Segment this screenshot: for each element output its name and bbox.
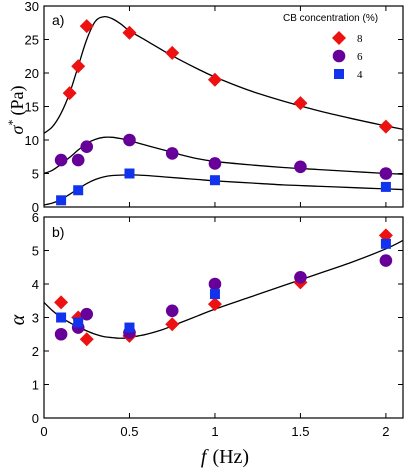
- panel-b-point-circle-6: [80, 307, 94, 321]
- panel-a-ytick-label: 25: [25, 33, 39, 48]
- panel-a-point-diamond-8: [207, 72, 222, 87]
- panel-b-points: [54, 228, 393, 347]
- panel-b-point-circle-6: [54, 327, 68, 341]
- panel-b-ytick-label: 0: [32, 411, 39, 426]
- panel-a-ytick-label: 15: [25, 100, 39, 115]
- x-axis-label: f (Hz): [201, 446, 249, 468]
- panel-a-point-circle-6: [71, 153, 85, 167]
- panel-a-point-circle-6: [379, 167, 393, 180]
- panel-a-ylabel: σ* (Pa): [5, 86, 28, 135]
- legend-label-8: 8: [357, 33, 363, 45]
- panel-b-point-diamond-8: [165, 317, 180, 332]
- legend-marker-square: [334, 69, 344, 79]
- legend-marker-circle: [332, 49, 346, 63]
- panel-a-point-circle-6: [54, 153, 68, 167]
- panel-a-ytick-label: 10: [25, 133, 39, 148]
- x-tick-label: 2: [382, 424, 389, 439]
- panel-b-point-circle-6: [294, 271, 307, 284]
- panel-b-point-square-4: [73, 317, 84, 328]
- panel-b-frame: [43, 216, 404, 419]
- panel-b-ytick-label: 6: [32, 210, 39, 225]
- panel-a-point-circle-6: [165, 147, 179, 160]
- x-tick-label: 1: [211, 424, 218, 439]
- panel-a-point-square-4: [56, 195, 67, 206]
- legend-marker-diamond: [332, 31, 346, 45]
- legend-label-6: 6: [357, 51, 363, 63]
- panel-b-point-circle-6: [379, 254, 393, 267]
- panel-b-fit-curves: [43, 239, 404, 339]
- legend-entries: 8 6 4: [332, 31, 363, 81]
- panel-a-fit-curve-4: [43, 174, 404, 206]
- panel-a-ylabel-unit: (Pa): [7, 86, 28, 116]
- panel-a-point-circle-6: [80, 140, 94, 153]
- panel-a-label: a): [52, 12, 64, 28]
- panel-a-point-circle-6: [123, 133, 136, 147]
- panel-a-ytick-label: 30: [25, 0, 39, 14]
- x-axis-label-unit: (Hz): [212, 446, 249, 468]
- panel-a-point-diamond-8: [293, 96, 308, 111]
- panel-b-point-circle-6: [208, 277, 222, 291]
- panel-b-point-diamond-8: [79, 332, 94, 347]
- panel-a-fit-curve-6: [43, 136, 404, 175]
- panel-b-label: b): [52, 224, 64, 240]
- panel-a-point-diamond-8: [79, 19, 94, 34]
- panel-b-ylabel: α: [7, 314, 29, 325]
- panel-b-ytick-label: 4: [32, 277, 39, 292]
- panel-b-point-square-4: [209, 289, 220, 300]
- panel-a-point-square-4: [209, 175, 220, 186]
- panel-a-point-square-4: [73, 185, 84, 196]
- x-tick-label: 0.5: [120, 424, 138, 439]
- panel-b-ticks: 0 1 2 3 4 5 6 0 0.5 1 1.5 2: [32, 210, 403, 439]
- panel-b-ytick-label: 2: [32, 344, 39, 359]
- legend-label-4: 4: [357, 69, 363, 81]
- panel-a-ytick-label: 5: [32, 167, 39, 182]
- panel-b-point-circle-6: [165, 304, 179, 318]
- x-tick-label: 1.5: [291, 424, 309, 439]
- panel-a-point-diamond-8: [165, 45, 180, 60]
- legend-title: CB concentration (%): [283, 13, 378, 24]
- panel-a-fit-curves: [43, 15, 404, 206]
- panel-a-ytick-label: 20: [25, 66, 39, 81]
- panel-a-ticks: 0 5 10 15 20 25 30: [25, 0, 403, 215]
- panel-a-ylabel-sup: *: [5, 120, 19, 126]
- panel-b-ytick-label: 3: [32, 311, 39, 326]
- panel-a-point-circle-6: [208, 157, 222, 170]
- panel-b-fit-curve-all: [43, 239, 404, 339]
- panel-b-point-diamond-8: [207, 297, 222, 312]
- panel-b-point-diamond-8: [54, 295, 69, 310]
- x-axis-label-symbol: f: [201, 446, 209, 468]
- panel-a-point-diamond-8: [62, 86, 77, 101]
- panel-b-point-square-4: [380, 238, 391, 249]
- panel-b-point-square-4: [56, 312, 67, 323]
- panel-a-point-square-4: [124, 168, 135, 179]
- panel-a-frame: [43, 5, 404, 208]
- panel-a-fit-curve-8: [43, 15, 404, 134]
- panel-b-ytick-label: 1: [32, 378, 39, 393]
- panel-a-point-circle-6: [294, 160, 307, 174]
- x-tick-label: 0: [40, 424, 47, 439]
- panel-b-point-square-4: [124, 322, 135, 333]
- panel-b-ytick-label: 5: [32, 244, 39, 259]
- panel-a-ytick-label: 0: [32, 200, 39, 215]
- legend: CB concentration (%) 8 6 4: [283, 13, 378, 81]
- panel-a-point-diamond-8: [122, 25, 137, 40]
- panel-a-ylabel-symbol: σ: [7, 124, 27, 134]
- panel-a-points: [54, 19, 393, 206]
- panel-a-point-square-4: [380, 181, 391, 192]
- panel-a-point-diamond-8: [378, 119, 393, 134]
- panel-a-point-diamond-8: [71, 59, 86, 74]
